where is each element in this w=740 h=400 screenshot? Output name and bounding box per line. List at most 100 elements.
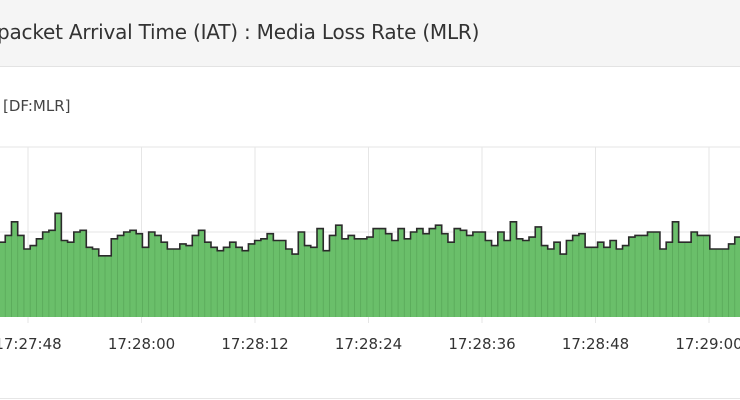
bar <box>186 245 193 317</box>
panel-divider <box>0 398 740 399</box>
bar <box>541 245 549 317</box>
bar <box>341 238 349 317</box>
bar <box>142 247 150 317</box>
bar <box>86 247 93 317</box>
bar <box>466 235 474 317</box>
bar <box>728 243 736 317</box>
bar <box>435 225 443 317</box>
bar <box>385 233 393 317</box>
bar <box>479 232 486 317</box>
bar <box>560 254 567 317</box>
bar <box>136 233 143 317</box>
x-tick-label: 17:28:24 <box>335 335 402 353</box>
bar <box>354 238 362 317</box>
bar <box>123 232 131 317</box>
bar <box>591 247 598 317</box>
bar <box>529 237 536 317</box>
bar <box>279 240 287 317</box>
bar <box>55 213 62 317</box>
bar <box>360 238 368 317</box>
bar <box>566 240 574 317</box>
bar <box>391 240 399 317</box>
bar <box>672 221 680 317</box>
bar <box>410 232 418 317</box>
bar <box>610 240 617 317</box>
bar <box>691 232 698 317</box>
bar <box>248 243 256 317</box>
bar <box>17 235 25 317</box>
bar <box>635 235 642 317</box>
bar <box>117 235 125 317</box>
bar <box>572 235 580 317</box>
bar <box>603 247 611 317</box>
x-tick-label: 17:27:48 <box>0 335 62 353</box>
bar <box>547 249 555 317</box>
bar <box>429 228 436 317</box>
bar <box>98 255 106 317</box>
bar <box>285 249 293 317</box>
bar <box>161 242 168 317</box>
bar <box>522 240 530 317</box>
bar <box>67 242 75 317</box>
bar <box>298 232 305 317</box>
bar <box>472 232 480 317</box>
bar <box>504 240 511 317</box>
bar <box>722 249 729 317</box>
bar <box>628 237 636 317</box>
bar <box>373 228 380 317</box>
x-tick-label: 17:28:12 <box>221 335 288 353</box>
bar <box>366 237 374 317</box>
bar <box>647 232 655 317</box>
bar-outline <box>0 212 740 257</box>
bar <box>497 232 505 317</box>
bar <box>111 238 118 317</box>
bar <box>173 249 181 317</box>
bar <box>597 242 605 317</box>
bar <box>510 221 517 317</box>
bar <box>317 228 324 317</box>
bar <box>684 242 692 317</box>
bar <box>0 242 6 317</box>
bar <box>447 242 455 317</box>
bar <box>30 245 37 317</box>
bar <box>310 247 318 317</box>
bar <box>379 228 386 317</box>
panel-title: packet Arrival Time (IAT) : Media Loss R… <box>0 20 480 44</box>
bar <box>335 225 343 317</box>
bar <box>423 233 430 317</box>
bar <box>254 240 262 317</box>
chart-outline <box>0 212 740 257</box>
bar <box>734 237 740 317</box>
bar <box>485 240 492 317</box>
bar <box>329 235 337 317</box>
bar <box>535 226 542 317</box>
bar <box>198 230 206 317</box>
bar <box>42 232 50 317</box>
panel-header: packet Arrival Time (IAT) : Media Loss R… <box>0 0 740 67</box>
bar <box>73 232 81 317</box>
bar <box>204 242 212 317</box>
bar <box>678 242 686 317</box>
bar <box>622 245 630 317</box>
chart-bars <box>0 213 740 317</box>
bar <box>179 243 187 317</box>
bar <box>709 249 717 317</box>
bar <box>348 235 355 317</box>
bar <box>273 240 280 317</box>
bar <box>92 249 100 317</box>
bar <box>641 235 648 317</box>
bar <box>192 235 199 317</box>
x-tick-label: 17:28:36 <box>448 335 515 353</box>
bar <box>242 250 249 317</box>
bar <box>267 233 274 317</box>
bar <box>398 228 405 317</box>
bar <box>416 228 424 317</box>
bar <box>703 235 711 317</box>
x-tick-label: 17:28:48 <box>562 335 629 353</box>
bar <box>553 242 561 317</box>
bar <box>36 238 44 317</box>
series-label: [DF:MLR] <box>3 97 71 115</box>
bar <box>323 250 330 317</box>
